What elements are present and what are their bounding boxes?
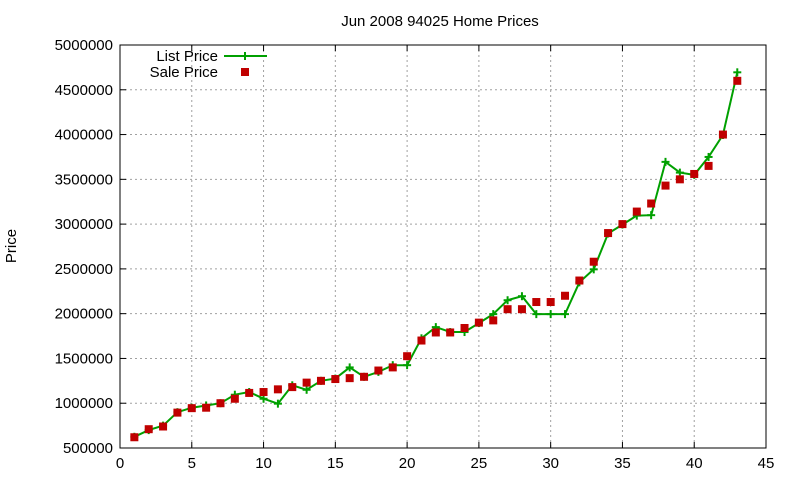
sale-price-point xyxy=(345,374,354,383)
list-price-point xyxy=(733,68,742,77)
y-tick-label: 2000000 xyxy=(55,306,113,323)
y-tick-label: 5000000 xyxy=(55,37,113,54)
sale-price-point xyxy=(202,403,211,412)
sale-price-point xyxy=(245,388,254,397)
sale-price-point xyxy=(288,383,297,392)
legend-point-swatch xyxy=(241,68,249,76)
sale-price-point xyxy=(144,425,153,434)
x-tick-label: 15 xyxy=(327,455,344,472)
y-tick-label: 3000000 xyxy=(55,216,113,233)
list-price-point xyxy=(273,399,282,408)
list-price-point xyxy=(517,292,526,301)
x-tick-label: 5 xyxy=(188,455,196,472)
y-axis-label: Price xyxy=(3,229,20,263)
y-tick-label: 1000000 xyxy=(55,395,113,412)
sale-price-point xyxy=(316,376,325,385)
sale-price-point xyxy=(360,372,369,381)
sale-price-point xyxy=(388,363,397,372)
sale-price-point xyxy=(704,161,713,170)
x-tick-label: 20 xyxy=(399,455,416,472)
y-tick-label: 4000000 xyxy=(55,127,113,144)
sale-price-point xyxy=(690,169,699,178)
sale-price-point xyxy=(589,257,598,266)
sale-price-point xyxy=(718,130,727,139)
sale-price-point xyxy=(733,76,742,85)
sale-price-point xyxy=(546,298,555,307)
sale-price-point xyxy=(517,305,526,314)
x-tick-label: 10 xyxy=(255,455,272,472)
list-price-point xyxy=(561,310,570,319)
legend-point-swatch xyxy=(241,52,249,60)
sale-price-point xyxy=(130,433,139,442)
sale-price-point xyxy=(474,318,483,327)
list-price-point xyxy=(403,361,412,370)
list-price-point xyxy=(302,385,311,394)
sale-price-point xyxy=(374,366,383,375)
list-price-point xyxy=(259,394,268,403)
y-tick-label: 2500000 xyxy=(55,261,113,278)
chart-title: Jun 2008 94025 Home Prices xyxy=(341,13,539,30)
list-price-point xyxy=(661,157,670,166)
sale-price-point xyxy=(302,378,311,387)
x-tick-label: 40 xyxy=(686,455,703,472)
list-price-point xyxy=(532,310,541,319)
sale-price-point xyxy=(187,404,196,413)
sale-price-point xyxy=(604,229,613,238)
list-price-point xyxy=(589,265,598,274)
legend-label: Sale Price xyxy=(150,64,218,81)
sale-price-point xyxy=(632,207,641,216)
sale-price-point xyxy=(661,181,670,190)
sale-price-point xyxy=(503,305,512,314)
sale-price-point xyxy=(431,328,440,337)
y-tick-label: 1500000 xyxy=(55,350,113,367)
list-price-point xyxy=(546,310,555,319)
x-tick-label: 35 xyxy=(614,455,631,472)
sale-price-point xyxy=(331,375,340,384)
legend-label: List Price xyxy=(156,48,218,65)
sale-price-point xyxy=(532,298,541,307)
axes: 0 5 10 15 20 25 30 35 40 45 500000 1000000 1500000 20… xyxy=(55,37,775,472)
x-tick-label: 0 xyxy=(116,455,124,472)
sale-price-point xyxy=(675,175,684,184)
sale-price-point xyxy=(460,323,469,332)
sale-price-point xyxy=(575,276,584,285)
x-tick-label: 25 xyxy=(471,455,488,472)
sale-price-point xyxy=(647,199,656,208)
list-price-point xyxy=(704,152,713,161)
sale-price-point xyxy=(159,422,168,431)
sale-price-point xyxy=(561,291,570,300)
sale-price-point xyxy=(618,220,627,229)
plot-area xyxy=(130,68,742,442)
sale-price-point xyxy=(273,385,282,394)
list-price-point xyxy=(675,168,684,177)
list-price-line xyxy=(133,72,739,438)
list-price-point xyxy=(503,296,512,305)
y-tick-label: 3500000 xyxy=(55,171,113,188)
sale-price-point xyxy=(446,328,455,337)
sale-price-point xyxy=(417,336,426,345)
sale-price-point xyxy=(259,388,268,397)
list-price-point xyxy=(345,363,354,372)
y-tick-label: 500000 xyxy=(63,440,113,457)
x-tick-label: 30 xyxy=(542,455,559,472)
y-tick-label: 4500000 xyxy=(55,82,113,99)
sale-price-point xyxy=(173,408,182,417)
plot-frame xyxy=(119,44,767,449)
grid xyxy=(120,45,766,448)
sale-price-point xyxy=(216,399,225,408)
sale-price-point xyxy=(489,316,498,325)
sale-price-point xyxy=(403,352,412,361)
list-price-point xyxy=(647,211,656,220)
x-tick-label: 45 xyxy=(758,455,775,472)
sale-price-point xyxy=(230,394,239,403)
